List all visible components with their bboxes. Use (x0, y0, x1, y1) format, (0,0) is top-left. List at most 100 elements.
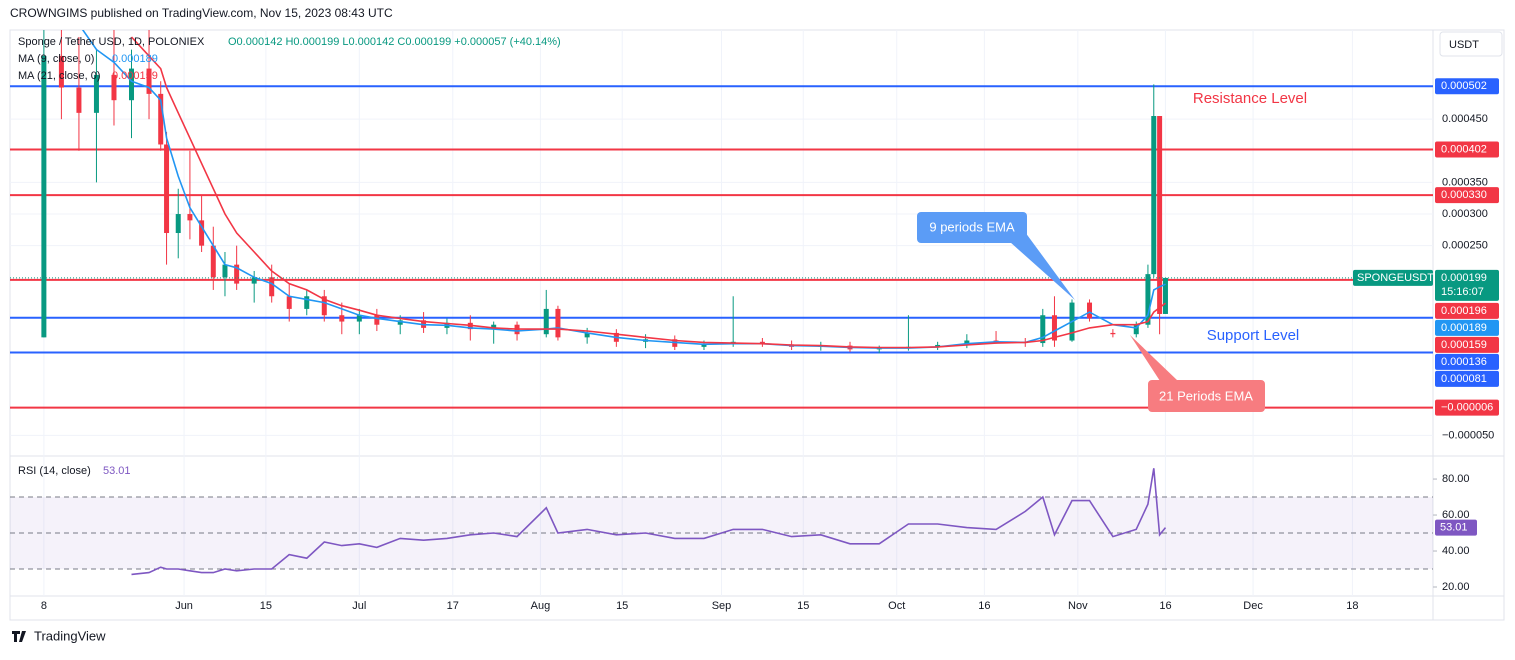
rsi-tick-label: 80.00 (1442, 473, 1470, 485)
callout (917, 212, 1027, 243)
x-tick-label: 15 (797, 600, 809, 612)
rsi-tag-label: 53.01 (1440, 522, 1468, 534)
annotation: 21 Periods EMA (1159, 388, 1253, 403)
x-tick-label: 17 (447, 600, 459, 612)
candle-body (1051, 315, 1057, 341)
rsi-tick-label: 60.00 (1442, 509, 1470, 521)
frame (9, 29, 1505, 621)
y-tick-label: 0.000300 (1442, 208, 1488, 220)
currency[interactable]: USDT (1449, 39, 1479, 51)
x-tick-label: Jun (175, 600, 193, 612)
symbol-tag (1353, 269, 1433, 286)
annotation: Support Level (1207, 327, 1300, 344)
x-tick-label: 16 (1159, 600, 1171, 612)
candle-body (1133, 324, 1139, 335)
price-tag-label: 0.000402 (1441, 143, 1487, 155)
annotation: Resistance Level (1193, 90, 1307, 107)
price-tag-label: −0.000006 (1441, 401, 1493, 413)
y-tick-label: −0.000050 (1442, 429, 1494, 441)
price-tag (1435, 319, 1499, 336)
x-tick-label: Jul (352, 600, 366, 612)
candle-body (1040, 315, 1046, 344)
y-tick-label: 0.000350 (1442, 176, 1488, 188)
price-tag (1435, 78, 1499, 95)
candle-body (1087, 302, 1093, 319)
rsi-tick-label: 20.00 (1442, 581, 1470, 593)
candle-body (158, 93, 164, 145)
candle-body (234, 264, 240, 284)
legend-value: 0.000159 (112, 70, 158, 82)
candle-body (286, 296, 292, 309)
price-tag-label: 0.000081 (1441, 373, 1487, 385)
x-tick-label: 16 (978, 600, 990, 612)
candle-body (41, 55, 47, 338)
x-tick-label: Nov (1068, 600, 1088, 612)
candle-body (187, 214, 193, 221)
x-tick-label: Aug (531, 600, 551, 612)
callout-pointer (1010, 232, 1075, 300)
footer: TradingView (34, 628, 106, 643)
x-tick-label: Sep (712, 600, 732, 612)
candle-body (210, 245, 216, 278)
x-tick-label: Dec (1243, 600, 1263, 612)
callouts: 9 periods EMA 21 Periods EMA (917, 212, 1265, 412)
candle-body (491, 324, 497, 330)
logo (12, 631, 26, 642)
candle-body (1162, 277, 1168, 314)
y-tick-label: 0.000250 (1442, 240, 1488, 252)
candle-body (555, 308, 561, 338)
candle-body (1157, 116, 1163, 314)
countdown: 15:16:07 (1441, 286, 1484, 298)
candle-body (251, 277, 257, 284)
candle-body (93, 74, 99, 113)
candle-body (111, 74, 117, 101)
x-tick-label: 18 (1346, 600, 1358, 612)
candle-body (129, 68, 135, 101)
chart-title: Sponge / Tether USD, 1D, POLONIEX (18, 36, 205, 48)
ohlc: O0.000142 H0.000199 L0.000142 C0.000199 … (228, 36, 561, 48)
price-tag-label: 0.000502 (1441, 80, 1487, 92)
candle-body (935, 344, 941, 347)
currency-button[interactable] (1439, 31, 1503, 57)
candle-body (1145, 274, 1151, 325)
candle-body (222, 264, 228, 278)
price-tag (1435, 353, 1499, 370)
x-tick-label: 15 (260, 600, 272, 612)
candle-body (146, 68, 152, 94)
candle-body (1110, 332, 1116, 335)
price-tag-label: 0.000136 (1441, 356, 1487, 368)
rsi-line (131, 468, 1167, 576)
candle-body (374, 315, 380, 325)
rsi-title: RSI (14, close) (18, 465, 91, 477)
candle-body (1151, 116, 1157, 275)
annotation: 9 periods EMA (929, 219, 1015, 234)
callout (1148, 380, 1265, 412)
x-tick-label: Oct (888, 600, 905, 612)
candle-body (269, 277, 275, 297)
price-tag (1435, 302, 1499, 319)
y-tick-label: 0.000450 (1442, 113, 1488, 125)
candle-body (76, 87, 82, 113)
candle-body (199, 220, 205, 246)
price-tag (1435, 370, 1499, 387)
price-tag-label: 0.000196 (1441, 305, 1487, 317)
legend-entry: MA (9, close, 0) (18, 53, 94, 65)
candle-body (584, 332, 590, 338)
legend-entry: MA (21, close, 0) (18, 70, 101, 82)
price-tag-label: 0.000330 (1441, 189, 1487, 201)
rsi-value: 53.01 (103, 465, 131, 477)
candle-body (701, 343, 707, 347)
rsi-tick-label: 40.00 (1442, 545, 1470, 557)
candle-body (321, 296, 327, 316)
price-tag (1435, 187, 1499, 204)
candle-body (356, 315, 362, 322)
candle-body (175, 214, 181, 234)
price-tag (1435, 141, 1499, 158)
price-tag (1435, 399, 1499, 416)
candle-body (964, 340, 970, 345)
candle-body (164, 144, 170, 234)
symbol-label: SPONGEUSDT (1357, 272, 1434, 284)
candle-body (339, 315, 345, 322)
header: CROWNGIMS published on TradingView.com, … (10, 6, 393, 20)
